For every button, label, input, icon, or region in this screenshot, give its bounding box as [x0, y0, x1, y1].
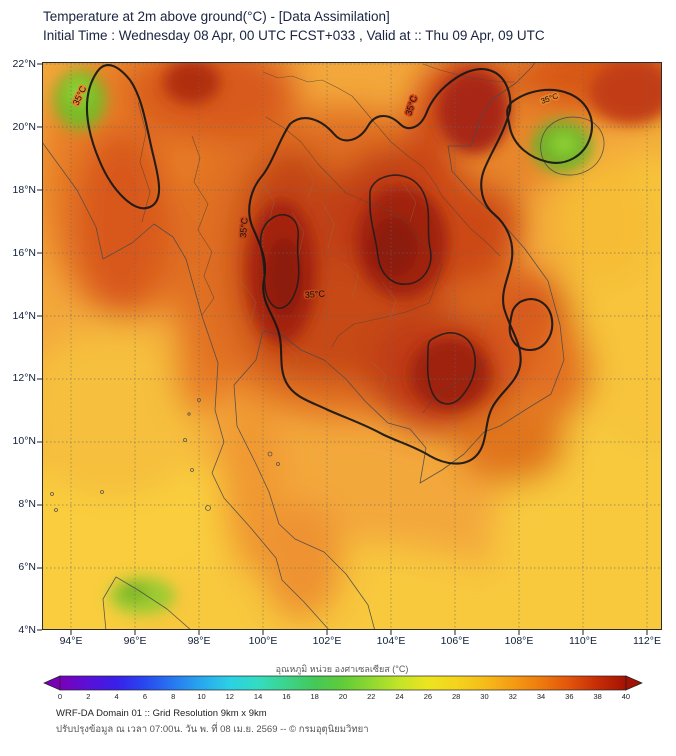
update-credit-info: ปรับปรุงข้อมูล ณ เวลา 07:00น. วัน พ. ที่… [56, 724, 369, 735]
colorbar-left-arrow [43, 675, 61, 691]
temperature-field-broad [42, 62, 662, 630]
contour-lines-35c [85, 63, 593, 465]
colorbar [43, 675, 643, 691]
map-subtitle: Initial Time : Wednesday 08 Apr, 00 UTC … [43, 28, 545, 43]
temperature-field-cores [54, 62, 662, 615]
temperature-map: 35°C 35°C 35°C 35°C 35°C [37, 62, 662, 635]
contour-label-west: 35°C [238, 217, 250, 238]
map-title: Temperature at 2m above ground(°C) - [Da… [43, 9, 390, 24]
axis-tick-marks [37, 63, 648, 635]
header: Temperature at 2m above ground(°C) - [Da… [43, 7, 545, 45]
colorbar-gradient-bar [59, 675, 627, 691]
map-frame [42, 62, 662, 630]
contour-label-center: 35°C [304, 289, 325, 300]
latitude-axis: 22°N 20°N 18°N 16°N 14°N 12°N 10°N 8°N 6°N 4°N [12, 58, 36, 636]
contour-lines-inner [259, 174, 477, 405]
longitude-axis: 94°E 96°E 98°E 100°E 102°E 104°E 106°E 108°E 110… [59, 635, 661, 647]
country-borders [137, 63, 515, 414]
province-borders [241, 161, 487, 397]
colorbar-right-arrow [625, 675, 643, 691]
model-domain-info: WRF-DA Domain 01 :: Grid Resolution 9km … [56, 708, 267, 719]
map-plot: 35°C 35°C 35°C 35°C 35°C [37, 62, 662, 635]
colorbar-tick-labels: 0 2 4 6 8 10 12 14 16 18 20 22 24 26 28 30 32 34 36 38 40 [57, 692, 631, 701]
colorbar-title: อุณหภูมิ หน่วย องศาเซลเซียส (°C) [275, 664, 409, 674]
coastline [42, 62, 605, 630]
